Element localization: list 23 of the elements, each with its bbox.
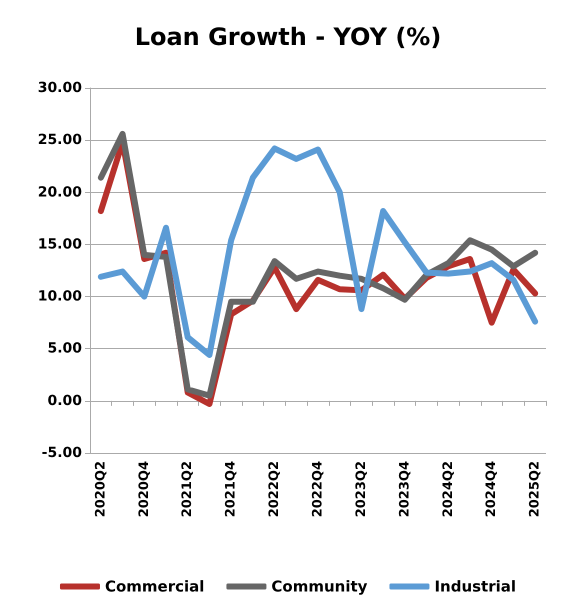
y-tick-label: 5.00 — [47, 340, 82, 357]
x-tick-label: 2024Q2 — [440, 461, 456, 518]
legend-label: Industrial — [434, 578, 516, 596]
x-tick-label: 2021Q4 — [224, 461, 239, 518]
x-tick-label: 2020Q4 — [136, 461, 152, 518]
x-tick-label: 2022Q2 — [267, 461, 282, 518]
x-tick-label: 2024Q4 — [484, 461, 500, 518]
y-tick-label: 10.00 — [38, 288, 82, 305]
y-tick-label: 20.00 — [38, 184, 82, 200]
y-tick-label: -5.00 — [42, 445, 82, 461]
x-tick-label: 2020Q2 — [93, 461, 108, 518]
x-tick-label: 2021Q2 — [180, 461, 196, 518]
x-tick-label: 2025Q2 — [528, 461, 543, 518]
x-tick-label: 2023Q4 — [397, 461, 412, 518]
x-tick-label: 2023Q2 — [354, 461, 369, 518]
chart-title: Loan Growth - YOY (%) — [134, 23, 442, 51]
y-tick-label: 25.00 — [38, 132, 82, 148]
y-tick-label: 15.00 — [38, 236, 82, 252]
legend-label: Community — [271, 578, 368, 596]
y-tick-label: 30.00 — [38, 80, 82, 96]
legend-label: Commercial — [104, 578, 204, 596]
x-tick-label: 2022Q4 — [310, 461, 326, 518]
y-tick-label: 0.00 — [47, 392, 82, 409]
